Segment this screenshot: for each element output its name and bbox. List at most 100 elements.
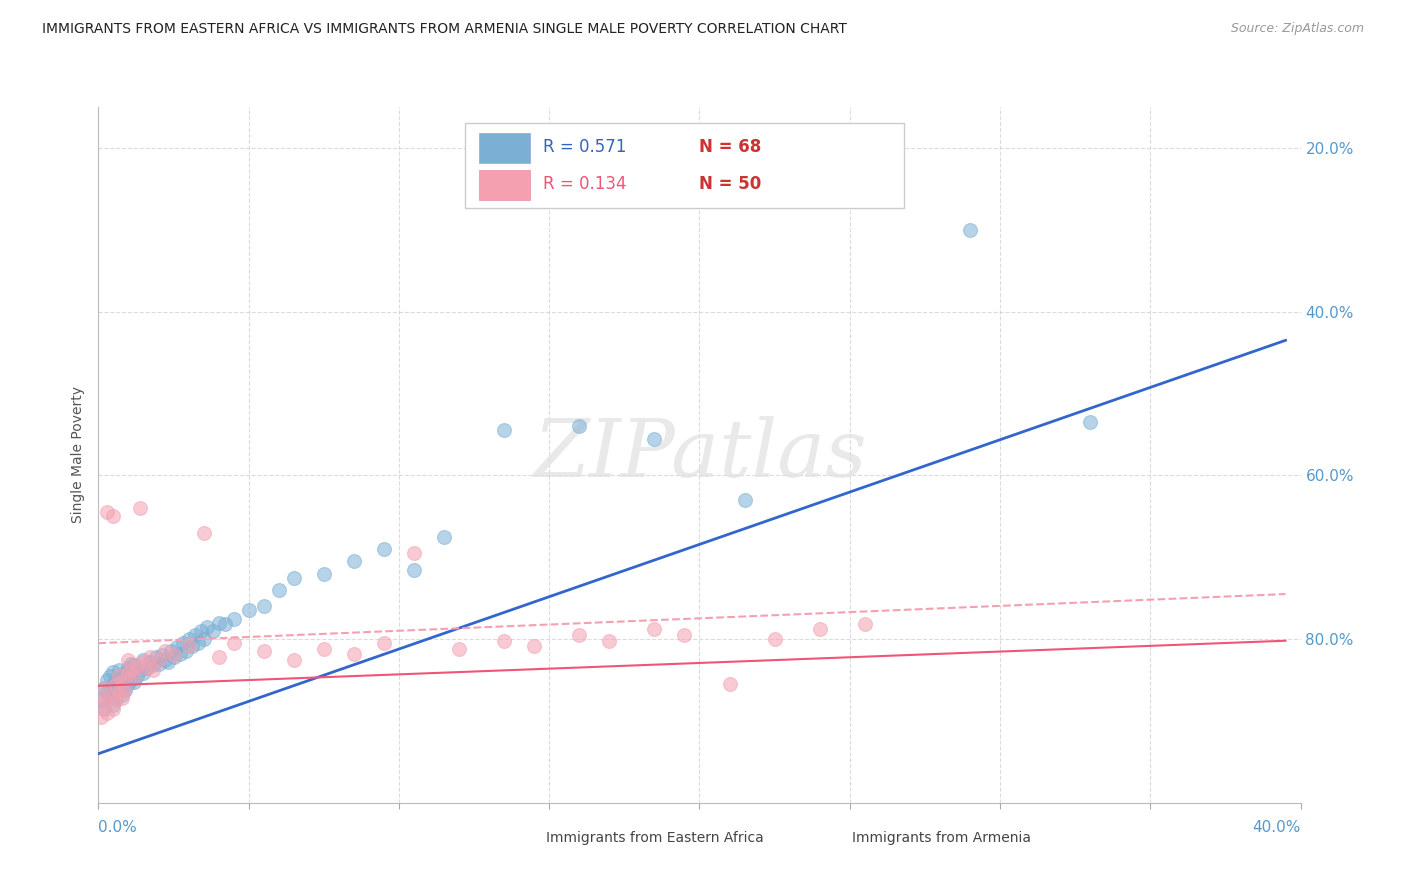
Text: R = 0.134: R = 0.134	[543, 175, 627, 194]
Point	[162, 648, 184, 663]
Text: Immigrants from Armenia: Immigrants from Armenia	[852, 830, 1031, 845]
Point	[177, 639, 200, 653]
Text: Immigrants from Eastern Africa: Immigrants from Eastern Africa	[546, 830, 763, 845]
Point	[643, 432, 665, 446]
Point	[127, 669, 149, 683]
Text: N = 68: N = 68	[700, 138, 762, 156]
Point	[132, 652, 155, 666]
Point	[103, 509, 125, 524]
Point	[141, 658, 163, 673]
Point	[135, 661, 157, 675]
Point	[523, 639, 546, 653]
Point	[166, 640, 188, 655]
Point	[201, 624, 224, 638]
Point	[853, 617, 876, 632]
Point	[105, 677, 128, 691]
Point	[156, 655, 179, 669]
Point	[180, 639, 202, 653]
Point	[177, 632, 200, 646]
Point	[138, 650, 160, 665]
Text: IMMIGRANTS FROM EASTERN AFRICA VS IMMIGRANTS FROM ARMENIA SINGLE MALE POVERTY CO: IMMIGRANTS FROM EASTERN AFRICA VS IMMIGR…	[42, 22, 846, 37]
Point	[114, 682, 136, 697]
Point	[643, 622, 665, 636]
Point	[195, 620, 218, 634]
Point	[111, 674, 134, 689]
Point	[253, 599, 276, 614]
Point	[103, 677, 125, 691]
Point	[312, 566, 335, 581]
Point	[673, 628, 696, 642]
Point	[135, 661, 157, 675]
Bar	[479, 170, 530, 200]
Text: R = 0.571: R = 0.571	[543, 138, 627, 156]
Point	[447, 641, 470, 656]
Point	[312, 641, 335, 656]
Point	[222, 636, 245, 650]
Point	[402, 562, 425, 576]
Point	[108, 685, 131, 699]
Point	[124, 658, 146, 673]
Point	[169, 647, 191, 661]
Point	[96, 685, 118, 699]
Point	[111, 691, 134, 706]
Point	[193, 632, 215, 646]
Point	[568, 628, 591, 642]
Point	[598, 633, 620, 648]
Point	[114, 666, 136, 681]
Point	[172, 636, 194, 650]
Point	[148, 652, 170, 666]
Point	[93, 681, 115, 696]
Point	[108, 680, 131, 694]
Point	[267, 582, 290, 597]
Bar	[814, 829, 844, 846]
Point	[121, 673, 143, 687]
Point	[343, 554, 366, 568]
Point	[129, 501, 152, 516]
Text: Source: ZipAtlas.com: Source: ZipAtlas.com	[1230, 22, 1364, 36]
Point	[121, 657, 143, 671]
Point	[90, 698, 112, 712]
Point	[150, 648, 173, 663]
Point	[1078, 415, 1101, 429]
Point	[402, 546, 425, 560]
Point	[433, 530, 456, 544]
Point	[208, 650, 231, 665]
Point	[93, 701, 115, 715]
Point	[103, 665, 125, 679]
Point	[117, 666, 139, 681]
Point	[373, 636, 395, 650]
Point	[111, 672, 134, 686]
Point	[494, 423, 516, 437]
Point	[159, 644, 181, 658]
Bar	[479, 134, 530, 162]
Point	[114, 682, 136, 697]
Point	[718, 677, 741, 691]
Point	[124, 674, 146, 689]
Point	[208, 615, 231, 630]
Text: N = 50: N = 50	[700, 175, 762, 194]
Point	[153, 644, 176, 658]
Point	[190, 624, 212, 638]
Point	[808, 622, 831, 636]
Point	[162, 650, 184, 665]
Point	[100, 690, 122, 704]
Point	[124, 669, 146, 683]
Text: 0.0%: 0.0%	[98, 821, 138, 835]
Point	[238, 603, 260, 617]
Point	[222, 612, 245, 626]
Point	[93, 693, 115, 707]
Point	[494, 633, 516, 648]
Point	[108, 663, 131, 677]
Point	[283, 571, 305, 585]
Point	[108, 669, 131, 683]
Point	[90, 693, 112, 707]
Point	[132, 655, 155, 669]
Point	[183, 628, 205, 642]
Point	[253, 644, 276, 658]
Text: ZIPatlas: ZIPatlas	[533, 417, 866, 493]
Point	[105, 674, 128, 689]
FancyBboxPatch shape	[465, 123, 904, 208]
Point	[148, 657, 170, 671]
Point	[214, 617, 236, 632]
Point	[283, 652, 305, 666]
